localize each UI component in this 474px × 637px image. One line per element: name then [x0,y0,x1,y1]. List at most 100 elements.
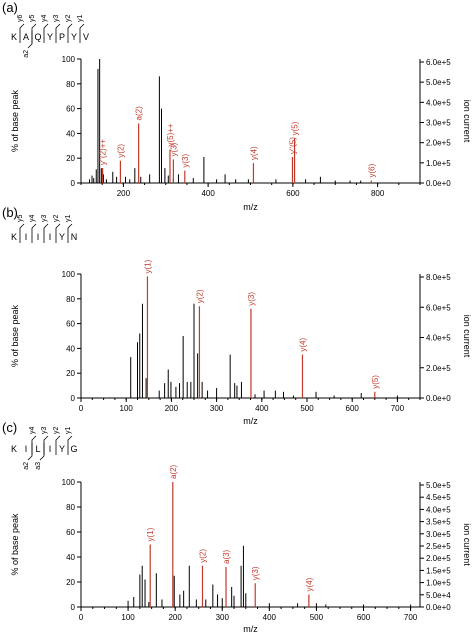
x-tick-label: 400 [255,404,269,413]
y2-axis-label: ion current [462,100,472,143]
x-tick-label: 700 [391,404,405,413]
fragment-peak-label: y(3) [247,292,256,306]
y2-tick-label: 1.0e+5 [426,579,451,588]
y2-tick-label: 0.0e+0 [426,179,451,188]
fragment-peak-label: a(2) [169,464,178,479]
x-tick-label: 100 [121,613,135,622]
y2-axis-label: ion current [462,315,472,358]
panel-label: (c) [2,420,17,435]
a-fragment-label: a2 [23,50,30,58]
residue-Y: Y [47,32,53,42]
y2-tick-label: 2.0e+5 [426,139,451,148]
y2-tick-label: 3.5e+5 [426,518,451,527]
y-fragment-label: y3 [41,215,48,223]
y-fragment-label: y3 [41,427,48,435]
fragment-peak-label: y(2) [195,289,204,303]
fragment-peak-label: y(5)++ [166,123,175,146]
y-fragment-mark [67,23,73,43]
fragment-peak-label: y(3) [181,153,190,167]
y-fragment-mark [79,23,85,43]
residue-Q: Q [34,32,41,42]
a-fragment-label: a2 [23,462,30,470]
y-fragment-mark [67,435,73,455]
y-fragment-label: y4 [41,15,48,23]
x-axis-label: m/z [243,416,258,426]
y-tick-label: 100 [62,270,76,279]
y2-tick-label: 5.0e+4 [426,591,451,600]
fragment-peak-label: y(2) [116,144,125,158]
y-fragment-label: y5 [29,15,36,23]
x-tick-label: 0 [79,404,84,413]
y-tick-label: 100 [62,55,76,64]
residue-V: V [83,32,89,42]
y-tick-label: 20 [66,369,75,378]
fragment-peak-label: y(4) [305,577,314,591]
x-tick-label: 0 [79,613,84,622]
y-fragment-mark [55,223,61,243]
spectrum-panel-1: (a)K A Q Y P Y Vy6 y5 y4 y3 y2 y1a20204060801000.0e… [2,0,472,212]
y-fragment-mark [43,435,49,455]
y-fragment-mark [31,223,37,243]
y2-tick-label: 3.0e+5 [426,119,451,128]
y-fragment-label: y2 [65,15,72,23]
y-axis-label: % of base peak [10,304,20,367]
fragment-peak-label: y''(5) [288,137,297,154]
y2-tick-label: 4.0e+5 [426,505,451,514]
x-tick-label: 700 [404,613,418,622]
fragment-peak-label: y(3) [251,566,260,580]
y-tick-label: 20 [66,154,75,163]
y-fragment-label: y1 [65,427,72,435]
x-tick-label: 600 [357,613,371,622]
y-fragment-label: y2 [53,215,60,223]
x-tick-label: 200 [117,189,131,198]
y2-tick-label: 8.0e+5 [426,273,451,282]
a-fragment-mark [27,443,33,461]
x-tick-label: 500 [310,613,324,622]
residue-Y: Y [59,232,65,242]
y2-tick-label: 3.0e+5 [426,530,451,539]
y-axis-label: % of base peak [10,89,20,152]
x-tick-label: 600 [346,404,360,413]
residue-I: I [49,232,52,242]
fragment-peak-label: y(2) [198,549,207,563]
fragment-peak-label: y(5) [371,375,380,389]
y-fragment-label: y6 [17,15,24,23]
y-fragment-mark [55,435,61,455]
y-tick-label: 80 [66,295,75,304]
fragment-peak-label: y(3) [169,142,178,156]
y-tick-label: 0 [71,603,76,612]
y2-tick-label: 5.0e+5 [426,481,451,490]
residue-G: G [70,444,77,454]
y-fragment-mark [19,223,25,243]
y-tick-label: 0 [71,394,76,403]
x-axis-label: m/z [243,624,258,634]
fragment-peak-label: y''(2)++ [99,139,108,166]
panel-label: (a) [2,0,18,15]
fragment-peak-label: a(2) [135,106,144,121]
y-tick-label: 60 [66,528,75,537]
y2-tick-label: 4.0e+5 [426,334,451,343]
y-tick-label: 0 [71,179,76,188]
y-fragment-label: y5 [17,215,24,223]
fragment-peak-label: y(1) [146,527,155,541]
y-fragment-label: y4 [29,427,36,435]
y2-tick-label: 4.0e+5 [426,98,451,107]
x-tick-label: 800 [371,189,385,198]
residue-I: I [37,232,40,242]
x-axis-label: m/z [243,202,258,212]
residue-I: I [25,444,28,454]
residue-N: N [71,232,78,242]
y-tick-label: 40 [66,129,75,138]
y-fragment-label: y2 [53,427,60,435]
y2-tick-label: 0.0e+0 [426,394,451,403]
y-tick-label: 80 [66,80,75,89]
fragment-peak-label: y(5) [291,121,300,135]
y-axis-label: % of base peak [10,513,20,576]
y2-tick-label: 1.0e+5 [426,159,451,168]
y2-tick-label: 5.0e+5 [426,78,451,87]
residue-A: A [23,32,29,42]
y-fragment-label: y1 [65,215,72,223]
y-fragment-mark [67,223,73,243]
